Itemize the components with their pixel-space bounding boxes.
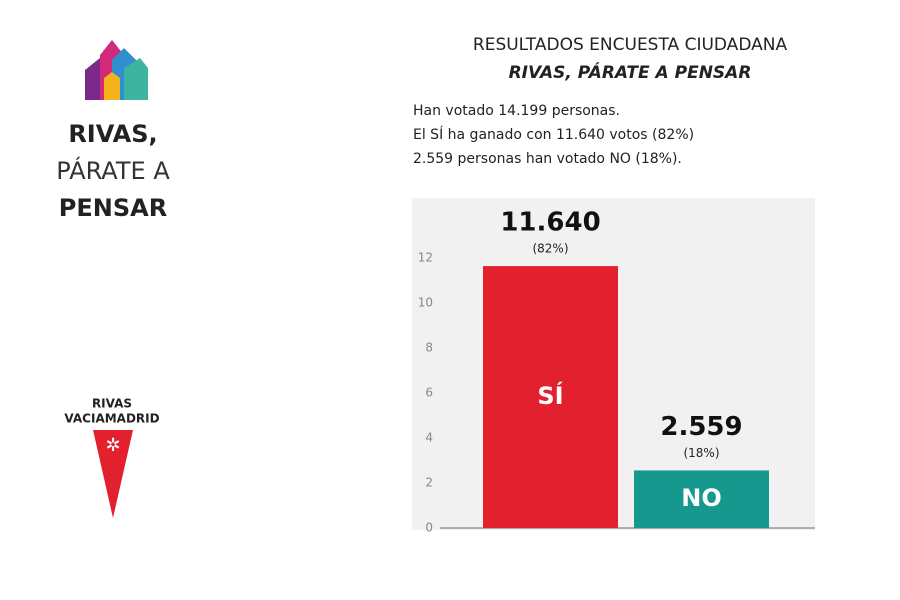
logo-line: PÁRATE A [56, 156, 170, 185]
value-label: 11.640 [500, 208, 600, 238]
city-name: RIVAS [92, 397, 132, 411]
y-tick-label: 8 [425, 341, 433, 355]
emblem-star: ✲ [105, 435, 120, 456]
category-label: NO [681, 484, 722, 512]
city-emblem [93, 430, 133, 518]
category-label: SÍ [537, 381, 563, 410]
summary-line: Han votado 14.199 personas. [413, 103, 620, 119]
y-tick-label: 10 [418, 296, 433, 310]
summary-line: El SÍ ha ganado con 11.640 votos (82%) [413, 126, 694, 143]
logo-icon [85, 40, 148, 100]
percent-label: (82%) [532, 242, 568, 256]
logo-line: PENSAR [59, 194, 167, 222]
percent-label: (18%) [683, 446, 719, 460]
logo-line: RIVAS, [68, 120, 157, 148]
y-tick-label: 2 [425, 476, 433, 490]
value-label: 2.559 [660, 412, 742, 442]
bar [483, 266, 618, 528]
city-name: VACIAMADRID [64, 412, 159, 426]
y-tick-label: 12 [418, 251, 433, 265]
y-tick-label: 4 [425, 431, 433, 445]
y-tick-label: 6 [425, 386, 433, 400]
title: RESULTADOS ENCUESTA CIUDADANA [473, 35, 788, 55]
summary-line: 2.559 personas han votado NO (18%). [413, 151, 682, 167]
y-tick-label: 0 [425, 521, 433, 535]
bar [634, 470, 769, 528]
subtitle: RIVAS, PÁRATE A PENSAR [509, 61, 752, 83]
